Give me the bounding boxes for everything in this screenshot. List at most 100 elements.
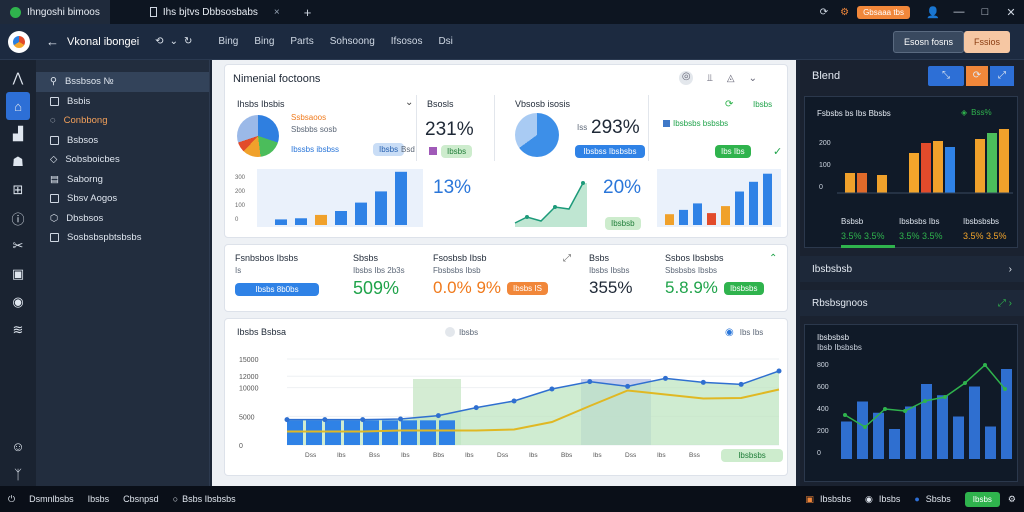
chevron-down-icon[interactable]: ⌄	[748, 72, 757, 84]
globe-icon[interactable]: ◉	[12, 294, 24, 309]
right-bar-chart: 200 100 0	[819, 129, 1013, 194]
settings-icon[interactable]: ⚙	[1007, 493, 1016, 504]
minimize-button[interactable]: —	[953, 6, 965, 18]
kpi-item: Sbsbs Ibsbs Ibs 2b3s 509%	[353, 253, 425, 299]
primary-button[interactable]: Fssios	[963, 30, 1010, 53]
new-tab-button[interactable]: +	[303, 4, 312, 20]
user-icon[interactable]: 👤	[926, 6, 940, 19]
chevron-down-icon[interactable]: ⌄	[169, 36, 178, 47]
subnav-item[interactable]: ◇ Sobsboicbes	[36, 150, 209, 170]
users-icon[interactable]: ☗	[12, 154, 24, 169]
status-item[interactable]: Bsbs Ibsbsbs	[182, 494, 236, 504]
home-icon[interactable]: ⌂	[6, 92, 30, 120]
data-point	[398, 416, 404, 422]
chart-controls-label[interactable]: Ibs Ibs	[739, 328, 764, 337]
chart-action-button[interactable]: Ibsbsbs	[721, 449, 783, 462]
status-pill[interactable]: Bsd	[401, 145, 415, 154]
refresh-icon[interactable]: ⟳	[819, 6, 829, 18]
x-tick-label: Dss	[305, 452, 317, 459]
layers-icon[interactable]: ≋	[12, 322, 24, 337]
status-pill[interactable]: Ibs Ibs	[715, 145, 751, 158]
subnav-label: Bssbsos №	[64, 76, 114, 88]
tree-icon[interactable]: ᛉ	[14, 466, 22, 482]
status-pill[interactable]: Ibsbss Ibsbsbs	[575, 145, 645, 158]
activity-icon[interactable]: ⋀	[12, 70, 24, 85]
tools-icon[interactable]: ✂	[12, 238, 24, 253]
status-item[interactable]: Dsmnlbsbs	[29, 494, 74, 504]
subnav-item[interactable]: ⚲ Bssbsos №	[36, 72, 209, 92]
nav-link-3[interactable]: Parts	[290, 36, 314, 47]
brand-logo[interactable]	[8, 30, 30, 53]
collapsible-row[interactable]: Rbsbsgnoos ⤢ ›	[800, 290, 1024, 316]
refresh-icon[interactable]: ⟳	[966, 66, 988, 86]
kpi-pill[interactable]: Ibsbs 8b0bs	[235, 283, 319, 296]
chart-controls: ◉ Ibs Ibs	[725, 327, 763, 338]
collapsible-row[interactable]: Ibsbsbsb ›	[800, 256, 1024, 282]
secondary-button[interactable]: Esosn fosns	[892, 30, 964, 53]
subnav-item[interactable]: Bsbsos	[36, 131, 209, 151]
back-button[interactable]: ←	[46, 34, 59, 49]
subnav-item[interactable]: Sosbsbspbtsbsbs	[36, 228, 209, 248]
refresh-icon[interactable]: ↻	[183, 36, 193, 47]
sync-icon[interactable]: ⟲	[155, 36, 164, 47]
maximize-button[interactable]: □	[981, 6, 989, 18]
globe-icon[interactable]: ◉	[864, 493, 873, 504]
status-item[interactable]: Cbsnpsd	[123, 494, 159, 504]
chevron-up-icon[interactable]: ⌃	[769, 253, 778, 264]
nav-link-2[interactable]: Bing	[254, 36, 275, 47]
buildings-icon[interactable]: ▟	[13, 126, 23, 141]
subnav-item[interactable]: Sbsv Aogos	[36, 189, 209, 209]
resize-icon[interactable]: ⤡	[928, 66, 964, 86]
terminal-icon[interactable]: ▣	[11, 266, 25, 281]
kpi-pill[interactable]: Ibsbsbs	[723, 281, 764, 295]
help-icon[interactable]: ☺	[11, 438, 25, 454]
status-item[interactable]: Ibsbsbs	[819, 494, 851, 504]
circle-icon[interactable]: ◎	[679, 71, 694, 85]
y-tick-label: 15000	[239, 357, 259, 364]
nav-link-5[interactable]: Ifsosos	[390, 36, 423, 47]
data-point	[360, 417, 366, 423]
update-badge[interactable]: Gbsaaa tbs	[857, 5, 910, 19]
point	[525, 215, 529, 219]
kpi-pill[interactable]: Ibsbs IS	[507, 281, 548, 295]
status-item[interactable]: Sbsbs	[925, 494, 951, 504]
settings-icon[interactable]: ⚙	[840, 6, 850, 18]
status-pill[interactable]: Ibsbs	[373, 143, 405, 156]
subnav-item[interactable]: ◌ Conbbong	[36, 111, 209, 131]
browser-tab-active[interactable]: Ihngoshi bimoos	[0, 0, 110, 24]
bar	[999, 129, 1009, 193]
user-icon[interactable]: ●	[914, 494, 920, 504]
nav-link-4[interactable]: Sohsoong	[329, 36, 375, 47]
bar	[877, 175, 887, 193]
data-point	[738, 381, 744, 387]
nav-link-1[interactable]: Bing	[218, 36, 239, 47]
globe-icon[interactable]: ◉	[725, 327, 734, 338]
chevron-down-icon[interactable]: ⌄	[405, 97, 414, 108]
status-pill[interactable]: Ibsbsb	[605, 217, 641, 230]
subnav-item[interactable]: ⬡ Dbsbsos	[36, 209, 209, 229]
status-item[interactable]: Ibsbs	[878, 494, 901, 504]
info-icon[interactable]: ⓘ	[11, 211, 25, 227]
link-icon[interactable]: ⫫	[707, 72, 713, 84]
card-title: Vbsosb isosis	[515, 99, 571, 109]
close-icon[interactable]: ×	[273, 6, 280, 18]
refresh-icon[interactable]: ⟳	[725, 99, 734, 110]
flag-icon[interactable]: ▣	[805, 493, 814, 504]
expand-icon[interactable]: ⤢	[990, 66, 1014, 86]
area-chart-small	[514, 181, 587, 227]
status-item[interactable]: Ibsbs	[87, 494, 110, 504]
status-pill[interactable]: Ibsbs	[441, 145, 473, 158]
power-icon[interactable]: ⏻	[8, 493, 16, 504]
subnav-item[interactable]: Bsbis	[36, 92, 209, 112]
grid-icon[interactable]: ⊞	[12, 182, 24, 197]
status-button[interactable]: Ibsbs	[964, 491, 1000, 507]
trend-line-chart: 15000 12000 10000 5000 0 Dss Ibs Bss Ibs Bbs Ibs Ds…	[239, 357, 782, 459]
nav-link-6[interactable]: Dsi	[438, 36, 453, 47]
close-window-button[interactable]: ✕	[1006, 6, 1016, 19]
browser-tab[interactable]: Ihs bjtvs Dbbsosbabs ×	[140, 0, 290, 24]
panel-title: Nimenial foctoons	[233, 73, 321, 85]
bar	[763, 173, 772, 225]
subnav-item[interactable]: ▤ Saborng	[36, 170, 209, 190]
expand-icon[interactable]: ⤢	[563, 253, 571, 264]
drop-icon[interactable]: ◬	[726, 72, 735, 84]
